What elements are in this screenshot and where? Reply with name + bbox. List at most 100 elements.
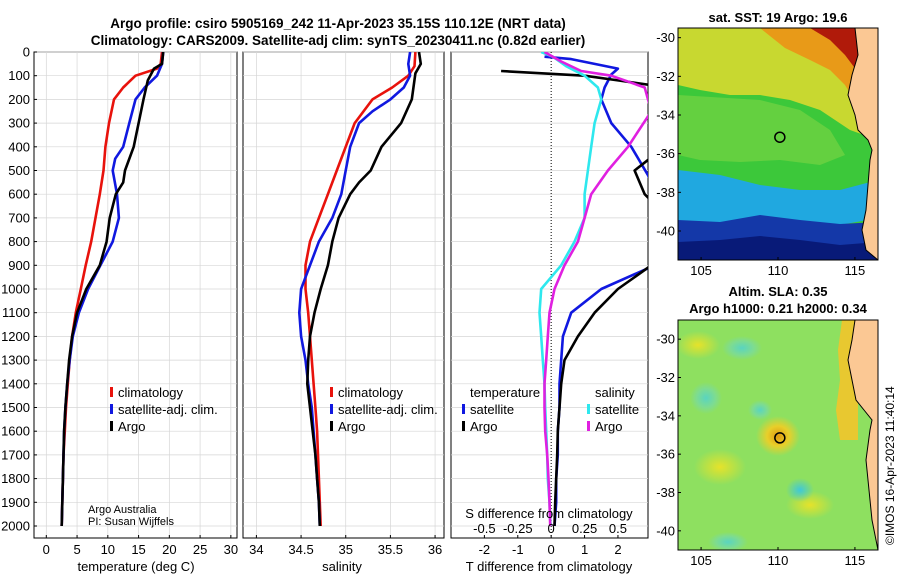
x-tick-label: 30 bbox=[224, 542, 238, 557]
series-line-salinity-argo bbox=[543, 52, 648, 527]
y-tick-label: -40 bbox=[656, 224, 675, 239]
difference-grid bbox=[451, 51, 648, 527]
temperature-x-ticks: 0 5 10 15 20 25 30 bbox=[43, 535, 238, 557]
credit-line2: PI: Susan Wijffels bbox=[88, 516, 174, 528]
x-tick-label: 1 bbox=[581, 542, 588, 557]
y-tick-label: -34 bbox=[656, 108, 675, 123]
x-tick-label: 0 bbox=[548, 542, 555, 557]
x-tick-label: 115 bbox=[845, 263, 866, 278]
legend-label-temp-satellite: satellite bbox=[470, 402, 514, 417]
y-tick-label: -32 bbox=[656, 370, 675, 385]
difference-x-ticks: -2 -1 0 1 2 bbox=[479, 535, 622, 557]
series-line-temperature-argo bbox=[501, 69, 648, 527]
sla-land bbox=[847, 320, 878, 550]
sla-cool-eddy bbox=[786, 478, 814, 502]
x-tick-label: 5 bbox=[73, 542, 80, 557]
sst-coldest-strip bbox=[678, 236, 878, 260]
x-tick-label: 36 bbox=[428, 542, 442, 557]
salinity-difference-tick-labels: -0.5 -0.25 0 0.25 0.5 bbox=[473, 521, 627, 536]
sst-y-ticks: -30 -32 -34 -36 -38 -40 bbox=[656, 30, 681, 239]
x-tick-label: 10 bbox=[101, 542, 115, 557]
sst-heatmap bbox=[678, 28, 878, 260]
x-tick-label: 0 bbox=[43, 542, 50, 557]
salinity-panel: 34 34.5 35 35.5 36 salinity climatology sate… bbox=[242, 51, 445, 574]
difference-axes-frame bbox=[450, 51, 649, 539]
legend-swatch-sal-argo bbox=[587, 421, 590, 431]
y-tick-label: 300 bbox=[8, 116, 30, 131]
x-tick-label: 110 bbox=[768, 553, 789, 568]
x-tick-label: 20 bbox=[162, 542, 176, 557]
y-tick-label: 400 bbox=[8, 139, 30, 154]
sla-y-ticks: -30 -32 -34 -36 -38 -40 bbox=[656, 332, 681, 538]
sst-map-title: sat. SST: 19 Argo: 19.6 bbox=[709, 10, 848, 25]
sst-cool-band bbox=[678, 170, 878, 228]
legend-swatch-temp-argo bbox=[462, 421, 465, 431]
x-tick-label: -2 bbox=[479, 542, 491, 557]
x-tick-label: 35 bbox=[338, 542, 352, 557]
sla-cool-eddy bbox=[748, 400, 772, 420]
y-tick-label: -38 bbox=[656, 185, 675, 200]
sla-map-panel: Altim. SLA: 0.35 Argo h1000: 0.21 h2000:… bbox=[656, 284, 879, 568]
salinity-grid bbox=[243, 51, 444, 538]
sla-map-title-line1: Altim. SLA: 0.35 bbox=[729, 284, 828, 299]
salinity-difference-label: S difference from climatology bbox=[465, 506, 633, 521]
y-tick-label: 0 bbox=[23, 45, 30, 60]
x-tick-label: 35.5 bbox=[378, 542, 403, 557]
y-tick-label: 1100 bbox=[2, 305, 30, 320]
argo-position-marker bbox=[774, 432, 786, 444]
y-tick-label: 1500 bbox=[1, 400, 30, 415]
salinity-x-label: salinity bbox=[322, 559, 362, 574]
legend-label-sal-satellite: satellite bbox=[595, 402, 639, 417]
y-tick-label: -40 bbox=[656, 523, 675, 538]
x-tick-label: 34.5 bbox=[288, 542, 313, 557]
temperature-grid bbox=[34, 51, 237, 538]
y-tick-label: 1200 bbox=[1, 329, 30, 344]
difference-lines bbox=[501, 52, 648, 527]
legend-swatch-satellite bbox=[110, 404, 113, 414]
y-tick-label: 1400 bbox=[1, 376, 30, 391]
legend-label-temp-argo: Argo bbox=[470, 419, 497, 434]
difference-panel: -2 -1 0 1 2 -0.5 -0.25 0 0.25 0.5 T difference f… bbox=[450, 51, 649, 574]
x-tick-label: 2 bbox=[614, 542, 621, 557]
y-tick-label: -30 bbox=[656, 30, 675, 45]
salinity-axes-frame bbox=[242, 51, 445, 539]
salinity-lines bbox=[297, 52, 423, 527]
y-tick-label: 500 bbox=[8, 163, 30, 178]
legend-label-sal-argo: Argo bbox=[595, 419, 622, 434]
sla-x-ticks: 105 110 115 bbox=[690, 547, 865, 568]
difference-legend: temperature satellite Argo salinity sate… bbox=[462, 385, 639, 434]
legend-swatch-climatology bbox=[110, 387, 113, 397]
sla-cool-eddy bbox=[708, 532, 748, 550]
x-tick-label: 115 bbox=[845, 553, 866, 568]
y-tick-label: 100 bbox=[8, 68, 30, 83]
y-tick-label: 2000 bbox=[1, 519, 30, 534]
temperature-panel: 0 5 10 15 20 25 30 0 100 200 300 400 500 600 700 800 90… bbox=[1, 45, 238, 575]
credit-line1: Argo Australia bbox=[88, 504, 157, 516]
sla-cool-eddy bbox=[690, 382, 722, 414]
y-tick-label: -36 bbox=[656, 447, 675, 462]
series-line-climatology bbox=[304, 52, 417, 527]
s-difference-tick-label: 0 bbox=[548, 521, 555, 536]
sst-map-panel: sat. SST: 19 Argo: 19.6 105 110 115 -30 -32… bbox=[656, 10, 879, 278]
y-tick-label: 900 bbox=[8, 258, 30, 273]
legend-label-satellite: satellite-adj. clim. bbox=[338, 402, 438, 417]
y-tick-label: -32 bbox=[656, 69, 675, 84]
x-tick-label: 25 bbox=[193, 542, 207, 557]
legend-swatch-sal-satellite bbox=[587, 404, 590, 414]
series-line-argo bbox=[305, 52, 423, 527]
sla-cool-eddy bbox=[722, 336, 762, 360]
legend-salinity-title: salinity bbox=[595, 385, 635, 400]
s-difference-tick-label: -0.25 bbox=[503, 521, 533, 536]
figure-title-line1: Argo profile: csiro 5905169_242 11-Apr-2… bbox=[110, 16, 565, 31]
sst-mid-band bbox=[678, 95, 845, 165]
sst-land bbox=[847, 28, 878, 260]
argo-position-marker bbox=[774, 131, 786, 143]
y-tick-label: 1000 bbox=[1, 282, 30, 297]
legend-label-argo: Argo bbox=[338, 419, 365, 434]
y-tick-label: -30 bbox=[656, 332, 675, 347]
salinity-legend: climatology satellite-adj. clim. Argo bbox=[330, 385, 438, 434]
legend-swatch-satellite bbox=[330, 404, 333, 414]
temperature-lines bbox=[60, 52, 165, 527]
sla-map-title-line2: Argo h1000: 0.21 h2000: 0.34 bbox=[689, 301, 868, 316]
